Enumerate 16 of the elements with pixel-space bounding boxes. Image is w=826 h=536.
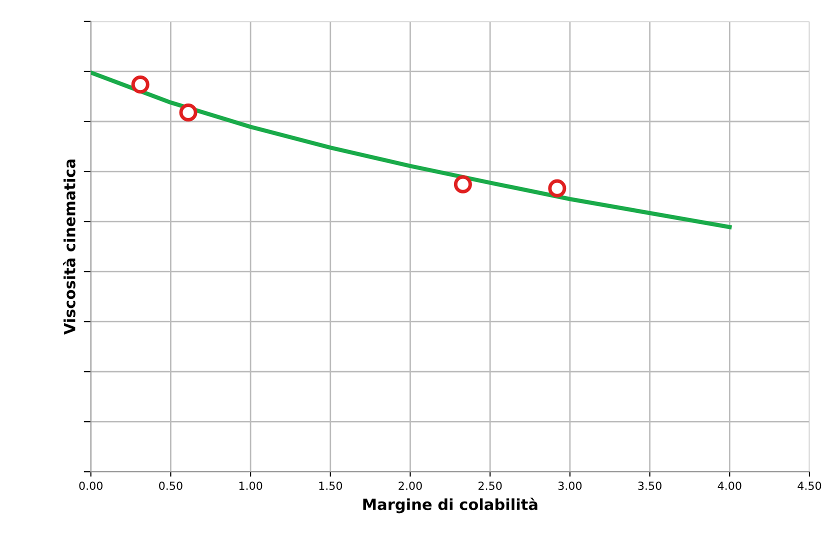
x-axis-title: Margine di colabilità [363,498,538,514]
y-axis-title: Viscosità cinematica [62,160,76,335]
x-tick-label: 1.50 [319,482,342,490]
x-tick-label: 2.50 [478,482,502,490]
x-tick-label: 0.50 [159,482,182,490]
x-tick-label: 4.50 [798,482,822,490]
x-tick-label: 4.00 [718,482,742,490]
x-tick-label: 1.00 [239,482,262,490]
x-tick-label: 2.00 [398,482,422,490]
x-tick-label: 3.00 [558,482,582,490]
point [548,179,566,198]
point [454,175,472,194]
point [179,103,198,122]
point [131,76,150,94]
x-tick-label: 0.00 [79,482,102,490]
x-tick-label: 3.50 [638,482,662,490]
